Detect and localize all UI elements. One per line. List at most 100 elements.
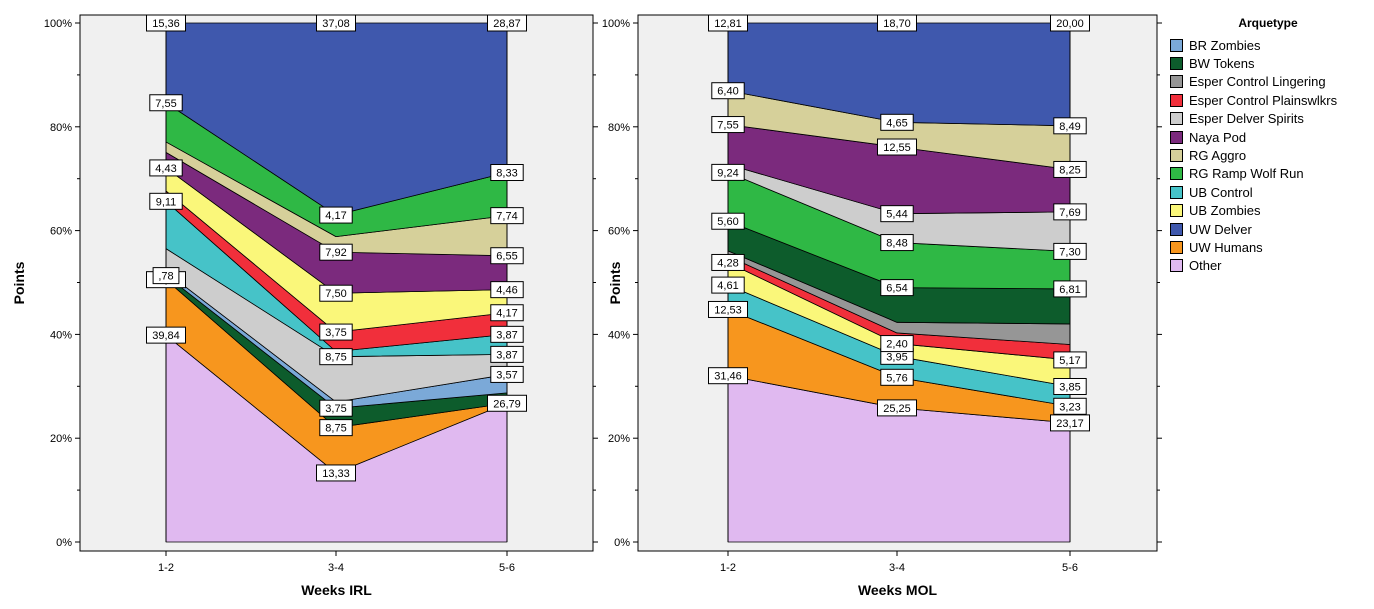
legend-item: UW Delver — [1168, 220, 1368, 238]
data-label: 23,17 — [1050, 414, 1090, 432]
data-label: 20,00 — [1050, 14, 1090, 32]
data-label-box — [880, 234, 914, 252]
data-label: 7,30 — [1053, 242, 1087, 260]
data-label: 39,84 — [146, 326, 186, 344]
legend-label: UW Humans — [1189, 239, 1263, 255]
data-label: 8,49 — [1053, 117, 1087, 135]
x-tick-label: 5-6 — [499, 562, 515, 574]
legend-swatch — [1170, 38, 1183, 52]
data-label-text: 7,92 — [325, 247, 346, 259]
legend-swatch — [1170, 57, 1183, 71]
data-label: 3,85 — [1053, 377, 1087, 395]
data-label-text: 8,75 — [325, 352, 346, 364]
data-label-text: 3,75 — [325, 403, 346, 415]
legend-item: UW Humans — [1168, 238, 1368, 256]
data-label: 4,43 — [149, 159, 183, 177]
data-label-box — [487, 394, 527, 412]
data-label-box — [880, 335, 914, 353]
data-label-box — [1050, 414, 1090, 432]
legend-item: UB Control — [1168, 183, 1368, 201]
data-label-text: 6,55 — [496, 251, 517, 263]
data-label-text: 9,11 — [156, 196, 177, 208]
data-label: 13,33 — [316, 464, 356, 482]
data-label: 7,55 — [149, 94, 183, 112]
y-tick-label: 80% — [50, 122, 72, 134]
x-axis-title: Weeks MOL — [858, 582, 938, 598]
data-label-box — [319, 284, 353, 302]
data-label: 5,44 — [880, 205, 914, 223]
data-label-text: 31,46 — [714, 371, 742, 383]
legend-item: Other — [1168, 257, 1368, 275]
data-label-box — [880, 368, 914, 386]
data-label-box — [149, 94, 183, 112]
data-label: ,78 — [152, 267, 180, 285]
x-tick-label: 3-4 — [328, 562, 344, 574]
data-label-text: 3,85 — [1059, 381, 1080, 393]
y-tick-label: 100% — [44, 18, 72, 30]
data-label-box — [880, 205, 914, 223]
data-label-box — [319, 419, 353, 437]
data-label: 8,75 — [319, 419, 353, 437]
data-label: 3,87 — [490, 345, 524, 363]
data-label-box — [711, 253, 745, 271]
data-label-text: 20,00 — [1056, 18, 1084, 30]
data-label: 6,55 — [490, 247, 524, 265]
data-label-text: 12,55 — [883, 142, 911, 154]
legend-label: BR Zombies — [1189, 37, 1261, 53]
data-label: 7,50 — [319, 284, 353, 302]
data-label-text: 8,75 — [325, 423, 346, 435]
x-tick-label: 1-2 — [720, 562, 736, 574]
legend-title: Arquetype — [1238, 16, 1298, 30]
legend-label: UW Delver — [1189, 221, 1252, 237]
data-label: 7,74 — [490, 207, 524, 225]
data-label: 9,11 — [149, 192, 183, 210]
data-label-box — [1053, 242, 1087, 260]
data-label-text: 7,55 — [155, 98, 176, 110]
data-label-text: 6,40 — [717, 86, 738, 98]
data-label-box — [490, 281, 524, 299]
data-label-text: 3,87 — [496, 329, 517, 341]
chart-panel-1: 0% 20% 40% 60% 80% 100% 1-2 3-4 5-6 Weeks IRL Poin… — [11, 14, 598, 598]
data-label: 12,55 — [877, 138, 917, 156]
data-label-text: 4,46 — [496, 285, 517, 297]
data-label-box — [490, 164, 524, 182]
data-label-text: 7,74 — [496, 211, 517, 223]
data-label-text: 3,95 — [886, 351, 907, 363]
data-label: 28,87 — [487, 14, 527, 32]
data-label-text: 25,25 — [883, 403, 911, 415]
data-label-text: 3,75 — [325, 327, 346, 339]
data-label-box — [490, 207, 524, 225]
y-tick-label: 60% — [608, 226, 630, 238]
data-label-text: 8,25 — [1059, 164, 1080, 176]
data-label: 7,55 — [711, 116, 745, 134]
data-label: 4,28 — [711, 253, 745, 271]
data-label: 25,25 — [877, 399, 917, 417]
data-label-box — [1050, 14, 1090, 32]
data-label-text: 13,33 — [322, 468, 350, 480]
data-label: 4,61 — [711, 276, 745, 294]
data-label-box — [319, 348, 353, 366]
data-label-box — [490, 325, 524, 343]
legend-items: BR Zombies BW Tokens Esper Control Lingeri… — [1168, 36, 1368, 275]
legend-label: Esper Control Plainswlkrs — [1189, 92, 1338, 108]
data-label: 18,70 — [877, 14, 917, 32]
y-tick-label: 80% — [608, 122, 630, 134]
data-label-text: 3,57 — [496, 369, 517, 381]
data-label-box — [1053, 280, 1087, 298]
data-label: 5,76 — [880, 368, 914, 386]
legend-item: Esper Delver Spirits — [1168, 110, 1368, 128]
data-label-box — [490, 304, 524, 322]
data-label-text: 4,17 — [496, 308, 517, 320]
data-label-text: 5,60 — [717, 216, 738, 228]
data-label-text: 12,81 — [714, 18, 742, 30]
data-label-text: 26,79 — [493, 398, 521, 410]
data-label-text: ,78 — [158, 271, 173, 283]
data-label-text: 4,17 — [325, 210, 346, 222]
data-label: 7,69 — [1053, 203, 1087, 221]
legend-label: RG Aggro — [1189, 148, 1247, 164]
data-label-text: 37,08 — [322, 18, 350, 30]
data-label: 3,95 — [880, 347, 914, 365]
data-label: 4,17 — [319, 206, 353, 224]
data-label-box — [146, 14, 186, 32]
